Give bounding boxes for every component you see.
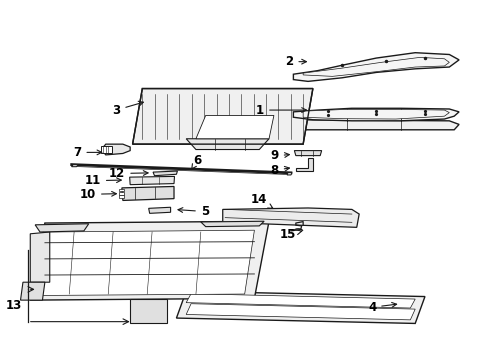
Polygon shape <box>303 109 448 119</box>
Polygon shape <box>129 176 174 185</box>
Polygon shape <box>294 150 321 156</box>
Text: 2: 2 <box>285 55 306 68</box>
Text: 5: 5 <box>178 205 209 218</box>
Polygon shape <box>72 165 78 167</box>
Polygon shape <box>222 208 359 227</box>
Polygon shape <box>30 232 50 282</box>
Text: 4: 4 <box>367 301 396 314</box>
Polygon shape <box>293 53 458 81</box>
Text: 14: 14 <box>250 193 272 208</box>
Polygon shape <box>130 299 166 323</box>
Polygon shape <box>35 224 88 232</box>
Polygon shape <box>176 291 424 323</box>
Polygon shape <box>103 144 130 155</box>
Polygon shape <box>186 304 414 320</box>
Polygon shape <box>30 221 268 300</box>
Text: 3: 3 <box>112 101 143 117</box>
Bar <box>119 192 123 195</box>
Polygon shape <box>153 171 177 176</box>
Text: 1: 1 <box>256 104 306 117</box>
Polygon shape <box>186 139 268 149</box>
Text: 6: 6 <box>191 154 202 170</box>
Polygon shape <box>132 89 312 144</box>
Polygon shape <box>303 57 448 76</box>
Text: 15: 15 <box>279 228 301 241</box>
Bar <box>119 195 123 198</box>
Polygon shape <box>186 294 414 308</box>
Polygon shape <box>196 116 273 139</box>
Text: 10: 10 <box>80 188 116 201</box>
Text: 12: 12 <box>109 167 148 180</box>
Polygon shape <box>286 172 291 175</box>
Text: 7: 7 <box>73 146 102 159</box>
Polygon shape <box>148 207 170 213</box>
Text: 8: 8 <box>270 164 289 177</box>
Polygon shape <box>295 158 312 171</box>
Text: 9: 9 <box>270 149 289 162</box>
Polygon shape <box>122 186 174 201</box>
Polygon shape <box>293 108 458 121</box>
Bar <box>101 145 111 153</box>
Polygon shape <box>20 282 45 300</box>
Text: 13: 13 <box>5 299 21 312</box>
Bar <box>119 189 123 192</box>
Polygon shape <box>40 230 254 296</box>
Polygon shape <box>201 221 264 226</box>
Text: 11: 11 <box>84 174 121 187</box>
Polygon shape <box>293 120 458 130</box>
